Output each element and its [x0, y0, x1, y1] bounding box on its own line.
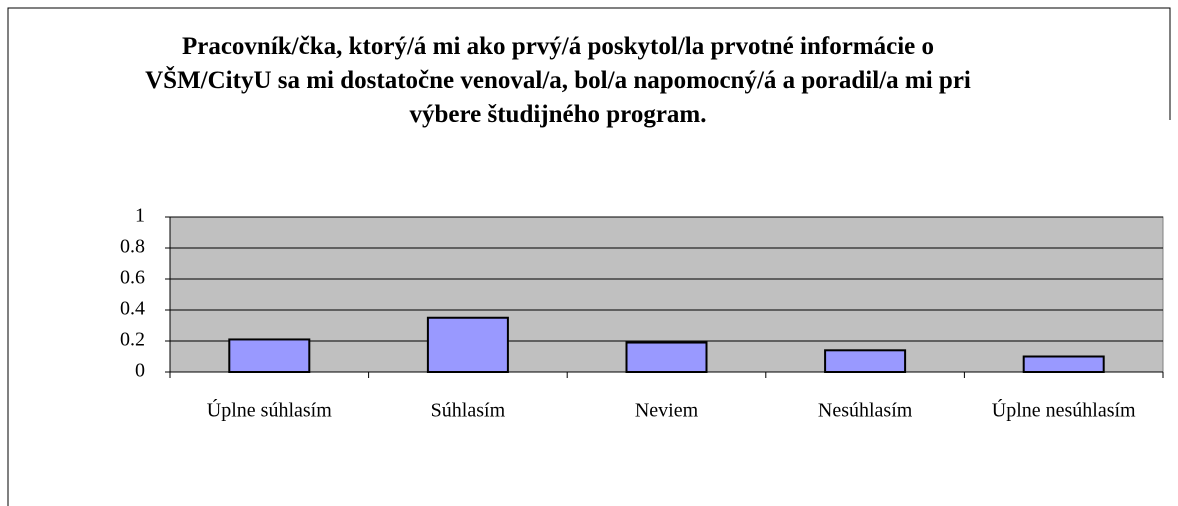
- bar: [1022, 355, 1105, 373]
- x-tick-label: Úplne súhlasím: [207, 398, 332, 422]
- y-tick-label: 0.6: [120, 267, 145, 289]
- bar: [228, 338, 311, 374]
- y-tick-label: 0.2: [120, 329, 145, 351]
- frame: [7, 7, 1171, 506]
- y-tick-label: 0.4: [120, 298, 145, 320]
- x-tick-label: Nesúhlasím: [818, 400, 913, 422]
- y-tick-label: 0.8: [120, 236, 145, 258]
- bar: [824, 349, 907, 373]
- y-tick-label: 0: [135, 360, 145, 382]
- chart-title: Pracovník/čka, ktorý/á mi ako prvý/á pos…: [145, 33, 971, 128]
- x-tick-label: Neviem: [635, 400, 699, 422]
- x-tick-label: Úplne nesúhlasím: [992, 398, 1136, 422]
- bar: [625, 341, 708, 373]
- x-tick-label: Súhlasím: [431, 400, 506, 422]
- y-tick-label: 1: [135, 205, 145, 227]
- bar: [426, 316, 509, 373]
